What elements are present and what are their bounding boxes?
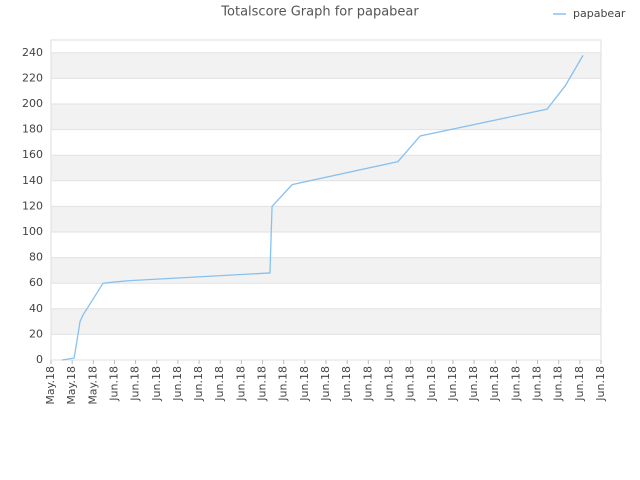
x-tick-label: May.18 — [65, 366, 78, 405]
x-tick-label: Jun.18 — [552, 366, 565, 402]
y-tick-label: 120 — [22, 199, 43, 212]
x-tick-label: Jun.18 — [129, 366, 142, 402]
x-tick-label: Jun.18 — [277, 366, 290, 402]
chart-title: Totalscore Graph for papabear — [220, 5, 419, 20]
legend-label: papabear — [573, 7, 626, 20]
grid-band — [51, 308, 601, 335]
y-tick-label: 40 — [29, 302, 43, 315]
grid-band — [51, 104, 601, 130]
y-tick-label: 220 — [22, 71, 43, 84]
x-tick-label: Jun.18 — [150, 366, 163, 402]
x-tick-label: Jun.18 — [213, 366, 226, 402]
x-tick-label: May.18 — [44, 366, 57, 405]
x-tick-label: Jun.18 — [531, 366, 544, 402]
y-tick-label: 160 — [22, 148, 43, 161]
x-tick-label: Jun.18 — [256, 366, 269, 402]
x-tick-label: Jun.18 — [171, 366, 184, 402]
grid-band — [51, 206, 601, 232]
x-tick-label: Jun.18 — [319, 366, 332, 402]
x-tick-label: Jun.18 — [298, 366, 311, 402]
x-tick-label: May.18 — [86, 366, 99, 405]
x-tick-label: Jun.18 — [107, 366, 120, 402]
y-tick-label: 80 — [29, 251, 43, 264]
grid-band — [51, 52, 601, 79]
x-tick-label: Jun.18 — [382, 366, 395, 402]
grid-band — [51, 257, 601, 284]
y-tick-label: 140 — [22, 174, 43, 187]
x-tick-label: Jun.18 — [509, 366, 522, 402]
x-tick-label: Jun.18 — [192, 366, 205, 402]
x-tick-label: Jun.18 — [361, 366, 374, 402]
x-tick-label: Jun.18 — [488, 366, 501, 402]
y-tick-label: 60 — [29, 276, 43, 289]
x-tick-label: Jun.18 — [404, 366, 417, 402]
x-tick-label: Jun.18 — [467, 366, 480, 402]
y-tick-label: 200 — [22, 97, 43, 110]
x-tick-label: Jun.18 — [340, 366, 353, 402]
x-tick-label: Jun.18 — [573, 366, 586, 402]
data-line — [61, 55, 584, 361]
y-tick-label: 180 — [22, 123, 43, 136]
x-tick-label: Jun.18 — [446, 366, 459, 402]
x-tick-label: Jun.18 — [234, 366, 247, 402]
y-tick-label: 240 — [22, 46, 43, 59]
x-tick-label: Jun.18 — [425, 366, 438, 402]
y-tick-label: 20 — [29, 327, 43, 340]
y-tick-label: 100 — [22, 225, 43, 238]
x-tick-label: Jun.18 — [594, 366, 607, 402]
grid-band — [51, 155, 601, 181]
y-tick-label: 0 — [36, 353, 43, 366]
